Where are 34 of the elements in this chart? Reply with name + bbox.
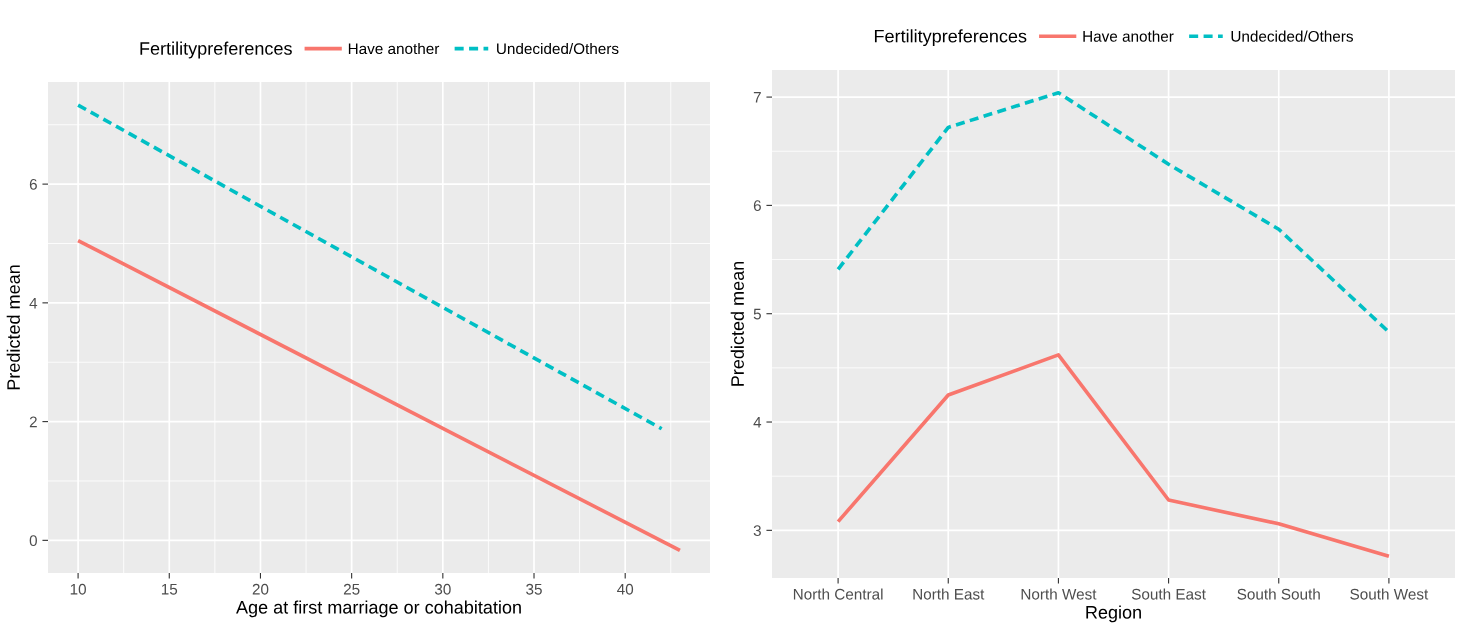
x-tick-label: South East [1131,588,1206,600]
line-series [836,353,1391,559]
x-tick-label: North East [913,588,985,600]
y-tick-label: 6 [753,200,761,212]
y-tick-label: 7 [753,92,761,103]
y-tick-label: 4 [753,417,762,428]
legend-label: Have another [348,42,440,55]
y-axis-title: Predicted mean [730,261,744,386]
x-tick-label: 25 [343,583,360,595]
x-tick-label: South West [1350,588,1429,600]
line-series [836,90,1391,334]
legend-label: Undecided/Others [1231,30,1353,42]
legend-title: Fertilitypreferences [874,29,1027,47]
x-axis-title: Region [1086,605,1141,623]
y-tick-label: 4 [29,297,38,309]
y-axis-title: Predicted mean [6,265,20,390]
x-tick-label: North Central [793,588,883,600]
x-tick-label: North West [1021,588,1097,600]
x-tick-label: 20 [252,583,269,595]
x-tick-label: 15 [161,583,178,595]
y-tick-label: 5 [753,308,761,320]
x-tick-label: South South [1237,588,1320,600]
x-tick-label: 35 [526,583,542,595]
legend-label: Have another [1083,30,1174,42]
x-tick-label: 30 [434,583,451,595]
x-axis-title: Age at first marriage or cohabitation [236,600,521,618]
legend-title: Fertilitypreferences [140,41,292,59]
legend-label: Undecided/Others [497,42,619,55]
y-tick-label: 2 [29,416,37,428]
y-tick-label: 6 [29,178,37,190]
y-tick-label: 3 [753,525,761,537]
y-tick-label: 0 [29,535,37,547]
x-tick-label: 40 [617,583,634,595]
x-tick-label: 10 [70,583,86,595]
